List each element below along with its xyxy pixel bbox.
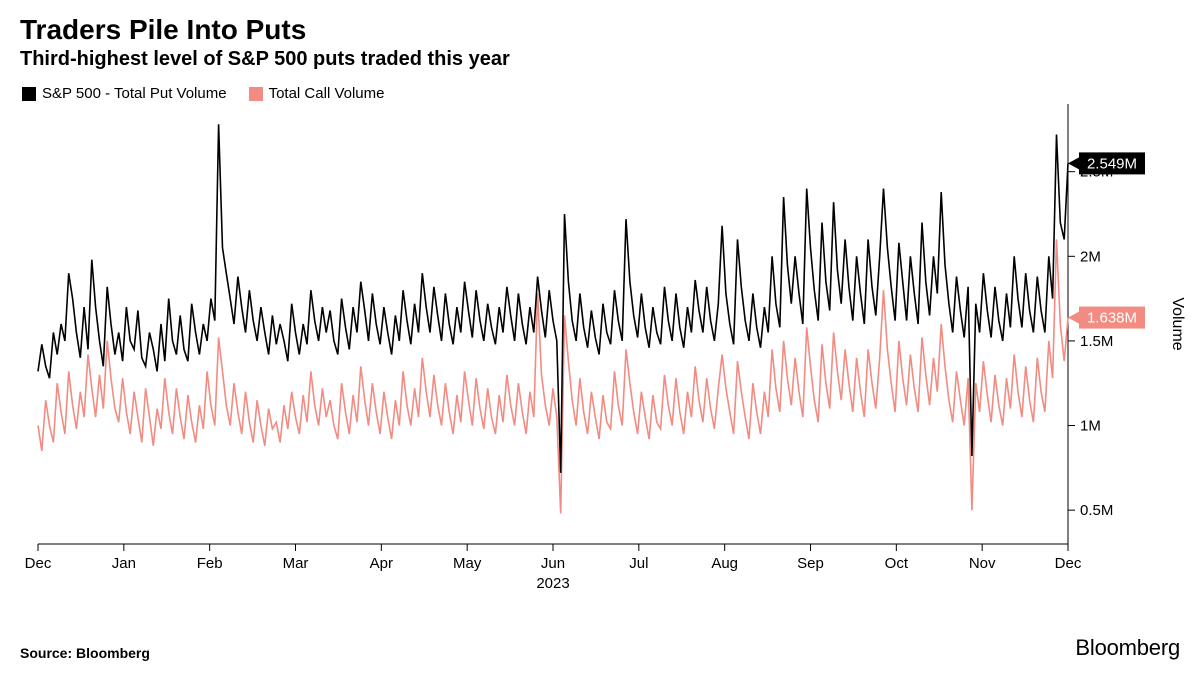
svg-text:Volume: Volume bbox=[1169, 297, 1186, 350]
svg-text:2M: 2M bbox=[1080, 248, 1101, 265]
svg-text:Nov: Nov bbox=[969, 555, 996, 572]
legend: S&P 500 - Total Put Volume Total Call Vo… bbox=[22, 85, 1180, 102]
svg-text:Jun: Jun bbox=[541, 555, 565, 572]
chart-svg: 0.5M1M1.5M2M2.5MDecJanFebMarAprMayJunJul… bbox=[20, 104, 1193, 599]
annotation-pointer bbox=[1068, 157, 1079, 169]
series-put bbox=[38, 124, 1068, 473]
svg-text:0.5M: 0.5M bbox=[1080, 502, 1113, 519]
chart-container: Traders Pile Into Puts Third-highest lev… bbox=[0, 0, 1200, 675]
legend-swatch-put bbox=[22, 87, 36, 101]
legend-swatch-call bbox=[249, 87, 263, 101]
svg-text:1.5M: 1.5M bbox=[1080, 333, 1113, 350]
svg-text:Dec: Dec bbox=[25, 555, 52, 572]
annotation-text: 1.638M bbox=[1087, 310, 1137, 327]
svg-text:Sep: Sep bbox=[797, 555, 824, 572]
chart-area: 0.5M1M1.5M2M2.5MDecJanFebMarAprMayJunJul… bbox=[20, 104, 1180, 629]
brand-text: Bloomberg bbox=[1075, 635, 1180, 661]
legend-label-put: S&P 500 - Total Put Volume bbox=[42, 85, 227, 102]
legend-item-put: S&P 500 - Total Put Volume bbox=[22, 85, 227, 102]
svg-text:Mar: Mar bbox=[283, 555, 309, 572]
svg-text:May: May bbox=[453, 555, 482, 572]
svg-text:Apr: Apr bbox=[370, 555, 393, 572]
svg-text:Oct: Oct bbox=[885, 555, 909, 572]
svg-text:Aug: Aug bbox=[711, 555, 738, 572]
annotation-pointer bbox=[1068, 312, 1079, 324]
svg-text:Feb: Feb bbox=[197, 555, 223, 572]
legend-item-call: Total Call Volume bbox=[249, 85, 385, 102]
svg-text:Dec: Dec bbox=[1055, 555, 1082, 572]
chart-subtitle: Third-highest level of S&P 500 puts trad… bbox=[20, 48, 1180, 71]
legend-label-call: Total Call Volume bbox=[269, 85, 385, 102]
svg-text:2023: 2023 bbox=[536, 575, 569, 592]
chart-title: Traders Pile Into Puts bbox=[20, 14, 1180, 46]
source-text: Source: Bloomberg bbox=[20, 645, 150, 661]
svg-text:Jul: Jul bbox=[629, 555, 648, 572]
chart-footer: Source: Bloomberg Bloomberg bbox=[20, 635, 1180, 661]
svg-text:1M: 1M bbox=[1080, 418, 1101, 435]
svg-text:Jan: Jan bbox=[112, 555, 136, 572]
annotation-text: 2.549M bbox=[1087, 155, 1137, 172]
